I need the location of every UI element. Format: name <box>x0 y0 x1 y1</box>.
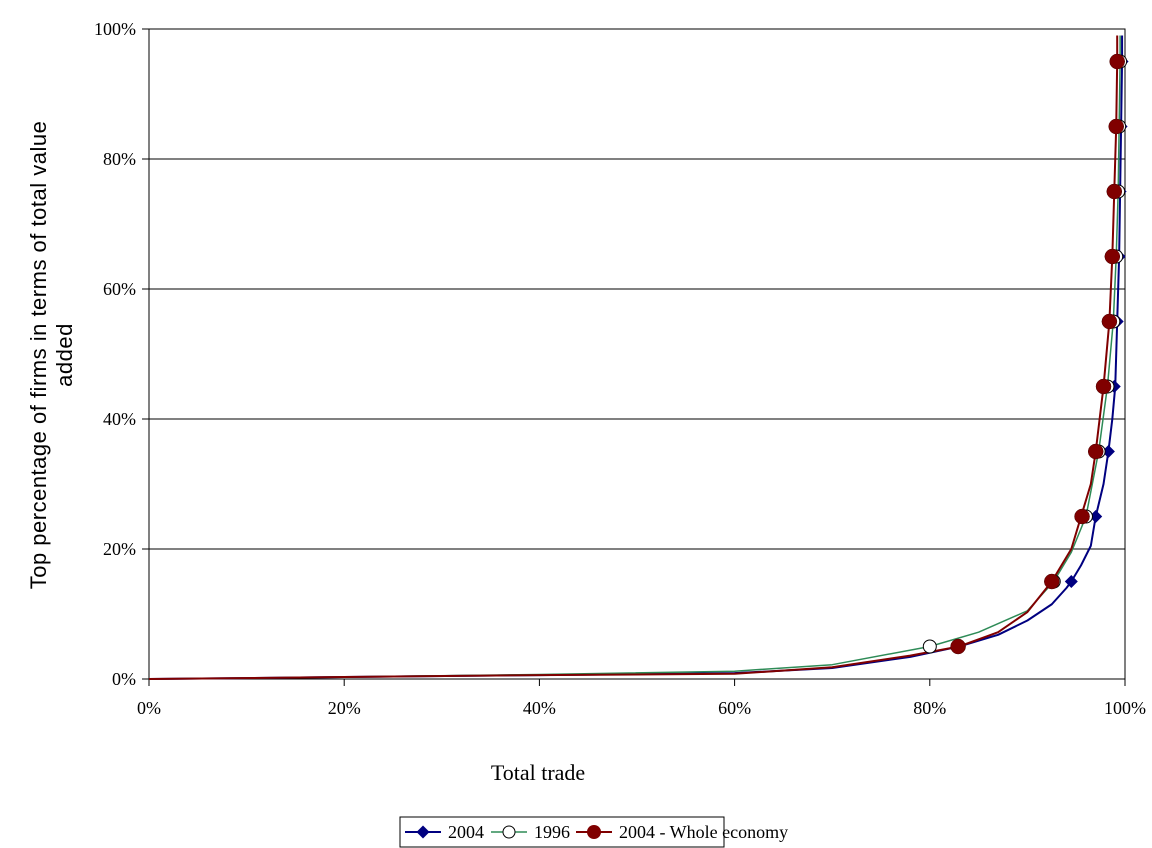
y-tick-label: 0% <box>112 669 136 689</box>
data-point-diamond <box>1064 575 1078 588</box>
x-tick-label: 80% <box>913 698 946 718</box>
data-point-filled-circle <box>950 638 966 655</box>
x-axis-title: Total trade <box>491 760 585 785</box>
data-point-filled-circle <box>1074 508 1090 525</box>
data-point-filled-circle <box>1087 443 1104 460</box>
x-tick-label: 0% <box>137 698 161 718</box>
data-point-filled-circle <box>1104 248 1121 265</box>
data-point-diamond <box>1101 445 1115 458</box>
y-tick-label: 80% <box>103 149 136 169</box>
legend-item-2004: 2004 <box>405 822 484 842</box>
legend-item-whole-economy: 2004 - Whole economy <box>576 822 788 842</box>
data-point-filled-circle <box>1109 53 1125 70</box>
plot-area-border <box>148 28 1126 680</box>
legend-label-2004: 2004 <box>448 822 484 842</box>
legend: 2004 1996 2004 - Whole economy <box>399 816 788 848</box>
x-tick-label: 20% <box>328 698 361 718</box>
y-tick-label: 60% <box>103 279 136 299</box>
legend-marker-diamond-icon <box>416 825 430 839</box>
data-point-filled-circle <box>1095 378 1112 395</box>
y-axis-title-line-1: Top percentage of firms in terms of tota… <box>26 121 51 590</box>
x-tick-label: 40% <box>523 698 556 718</box>
series-lines <box>148 35 1124 680</box>
y-tick-label: 40% <box>103 409 136 429</box>
data-point-filled-circle <box>1108 118 1124 135</box>
axes: 0% 20% 40% 60% 80% 100% 0% 20% 40% 60% 80% 100% <box>94 19 1146 718</box>
legend-marker-open-circle-icon <box>502 825 516 839</box>
y-axis-title: Top percentage of firms in terms of tota… <box>26 121 77 590</box>
legend-item-1996: 1996 <box>491 822 570 842</box>
y-tick-label: 20% <box>103 539 136 559</box>
series-line <box>148 35 1119 680</box>
data-point-open-circle <box>922 639 937 654</box>
y-tick-label: 100% <box>94 19 136 39</box>
legend-box <box>399 816 725 848</box>
gridlines <box>149 158 1125 550</box>
series-markers <box>922 53 1129 655</box>
legend-label-whole-economy: 2004 - Whole economy <box>619 822 788 842</box>
series-line <box>148 35 1124 680</box>
data-point-filled-circle <box>1106 183 1123 200</box>
legend-marker-filled-circle-icon <box>587 825 601 839</box>
x-tick-label: 100% <box>1104 698 1146 718</box>
series-line <box>148 35 1121 680</box>
data-point-diamond <box>1089 510 1103 523</box>
data-point-filled-circle <box>1044 573 1060 590</box>
y-axis-title-line-2: added <box>52 323 77 387</box>
data-point-filled-circle <box>1101 313 1118 330</box>
legend-label-1996: 1996 <box>534 822 570 842</box>
x-tick-label: 60% <box>718 698 751 718</box>
